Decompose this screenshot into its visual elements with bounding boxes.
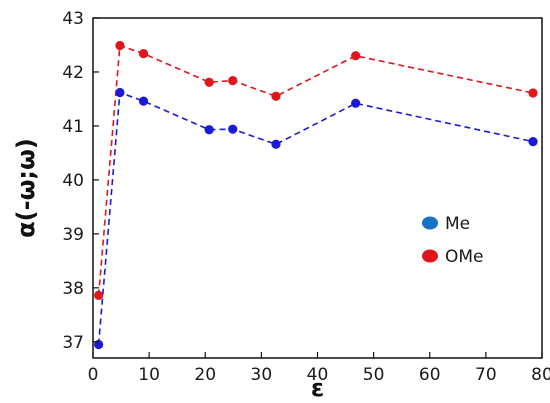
- legend-label-me: Me: [445, 214, 470, 234]
- legend-marker-ome: [422, 249, 438, 263]
- x-tick-label: 60: [419, 365, 441, 385]
- data-point-ome: [228, 76, 238, 86]
- data-point-me: [204, 125, 214, 135]
- y-tick-label: 43: [62, 9, 84, 29]
- legend-label-ome: OMe: [445, 247, 484, 267]
- x-tick-label: 20: [194, 365, 216, 385]
- data-point-ome: [271, 91, 281, 101]
- y-tick-label: 38: [62, 279, 84, 299]
- x-tick-label: 0: [88, 365, 99, 385]
- data-point-me: [115, 87, 125, 98]
- x-tick-label: 50: [363, 365, 385, 385]
- plot-area-frame: [92, 17, 543, 359]
- series-line-me: [97, 91, 534, 345]
- series-lines: [97, 44, 534, 345]
- y-tick-label: 39: [62, 225, 84, 245]
- data-point-ome: [94, 290, 104, 300]
- y-axis-ticks: 37 38 39 40 41 42 43: [62, 9, 99, 353]
- data-point-ome: [204, 77, 214, 87]
- data-point-ome: [351, 51, 361, 61]
- data-point-me: [228, 124, 238, 134]
- y-tick-label: 42: [62, 63, 84, 83]
- legend: Me OMe: [422, 214, 484, 267]
- data-point-me: [528, 136, 538, 147]
- x-tick-label: 80: [531, 365, 550, 385]
- data-point-ome: [138, 49, 149, 59]
- data-point-ome: [115, 40, 125, 51]
- x-tick-label: 70: [475, 365, 497, 385]
- y-axis-title: α(-ω;ω): [12, 138, 40, 238]
- data-point-me: [351, 98, 361, 108]
- series-points: [94, 40, 538, 350]
- y-tick-label: 40: [62, 171, 84, 191]
- y-tick-label: 41: [62, 117, 84, 137]
- x-axis-ticks: 0 10 20 30 40 50 60 70 80: [88, 352, 550, 385]
- y-tick-label: 37: [62, 333, 84, 353]
- data-point-ome: [528, 88, 538, 98]
- legend-marker-me: [422, 216, 438, 230]
- x-tick-label: 10: [138, 365, 160, 385]
- x-tick-label: 30: [251, 365, 273, 385]
- x-tick-label: 40: [307, 365, 329, 385]
- data-point-me: [271, 139, 281, 149]
- data-point-me: [138, 96, 149, 106]
- x-axis-title: ε: [311, 374, 324, 402]
